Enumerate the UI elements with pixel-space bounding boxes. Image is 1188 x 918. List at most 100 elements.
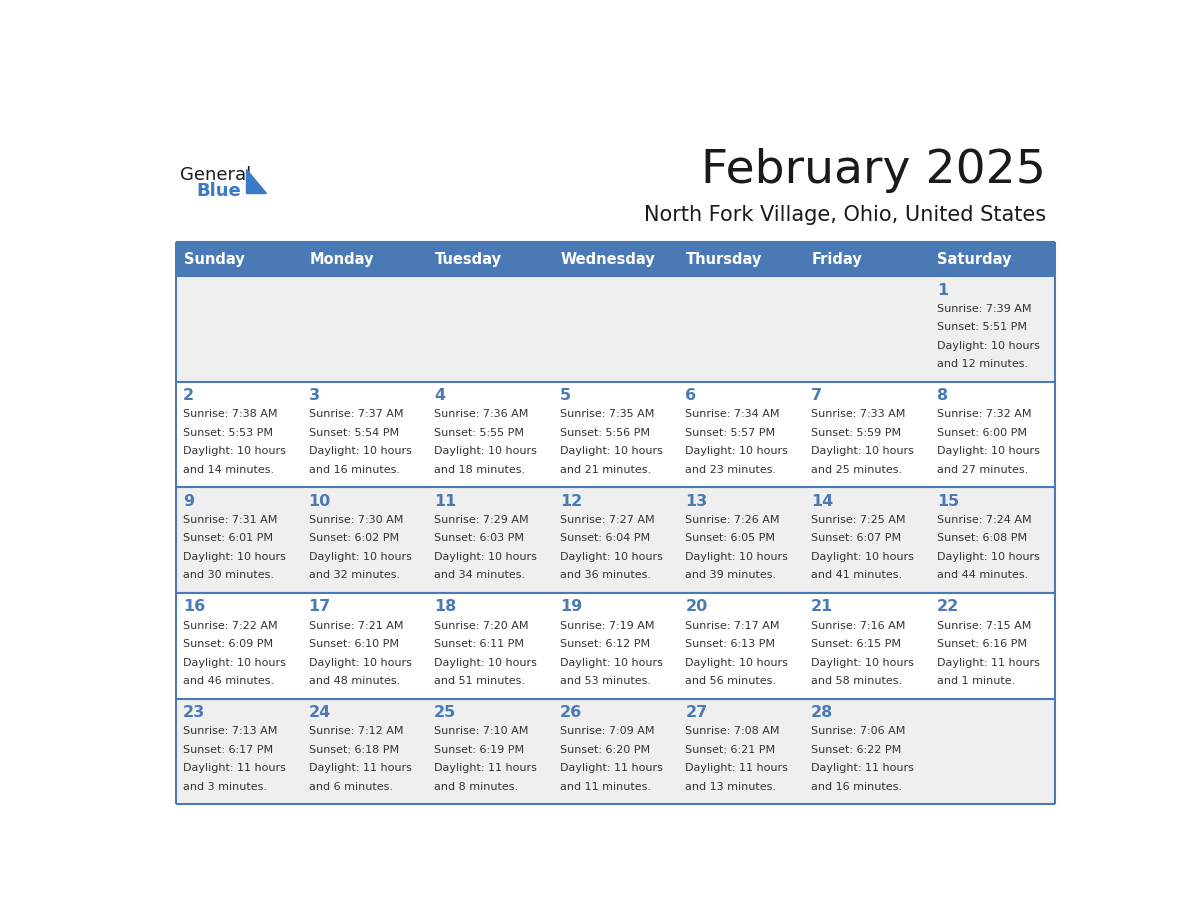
Text: and 41 minutes.: and 41 minutes. <box>811 570 902 580</box>
Text: 4: 4 <box>435 388 446 403</box>
FancyBboxPatch shape <box>678 699 804 804</box>
Text: and 23 minutes.: and 23 minutes. <box>685 465 777 475</box>
FancyBboxPatch shape <box>176 276 302 382</box>
Text: and 21 minutes.: and 21 minutes. <box>560 465 651 475</box>
Text: Sunset: 6:17 PM: Sunset: 6:17 PM <box>183 744 273 755</box>
Text: Daylight: 11 hours: Daylight: 11 hours <box>811 763 914 773</box>
Text: and 8 minutes.: and 8 minutes. <box>435 781 518 791</box>
Text: Sunrise: 7:25 AM: Sunrise: 7:25 AM <box>811 515 905 525</box>
Text: 20: 20 <box>685 599 708 614</box>
Text: Daylight: 10 hours: Daylight: 10 hours <box>435 552 537 562</box>
FancyBboxPatch shape <box>678 242 804 276</box>
Text: Daylight: 10 hours: Daylight: 10 hours <box>560 552 663 562</box>
Text: and 44 minutes.: and 44 minutes. <box>936 570 1028 580</box>
Text: 14: 14 <box>811 494 833 509</box>
Text: Sunset: 5:54 PM: Sunset: 5:54 PM <box>309 428 399 438</box>
Text: Sunrise: 7:24 AM: Sunrise: 7:24 AM <box>936 515 1031 525</box>
Text: and 16 minutes.: and 16 minutes. <box>811 781 902 791</box>
Text: Sunset: 6:10 PM: Sunset: 6:10 PM <box>309 639 399 649</box>
Text: 7: 7 <box>811 388 822 403</box>
Text: and 16 minutes.: and 16 minutes. <box>309 465 399 475</box>
Text: Daylight: 10 hours: Daylight: 10 hours <box>309 446 411 456</box>
FancyBboxPatch shape <box>930 276 1055 382</box>
Text: and 12 minutes.: and 12 minutes. <box>936 359 1028 369</box>
Text: and 51 minutes.: and 51 minutes. <box>435 676 525 686</box>
Text: Sunrise: 7:15 AM: Sunrise: 7:15 AM <box>936 621 1031 631</box>
FancyBboxPatch shape <box>552 487 678 593</box>
Text: Sunday: Sunday <box>184 252 245 267</box>
Text: Daylight: 10 hours: Daylight: 10 hours <box>309 657 411 667</box>
Text: Sunset: 6:01 PM: Sunset: 6:01 PM <box>183 533 273 543</box>
FancyBboxPatch shape <box>176 382 302 487</box>
Text: Tuesday: Tuesday <box>435 252 501 267</box>
Text: Sunset: 6:03 PM: Sunset: 6:03 PM <box>435 533 524 543</box>
FancyBboxPatch shape <box>930 593 1055 699</box>
Text: Sunrise: 7:12 AM: Sunrise: 7:12 AM <box>309 726 403 736</box>
Text: Blue: Blue <box>196 182 241 200</box>
FancyBboxPatch shape <box>302 487 428 593</box>
Text: Sunrise: 7:31 AM: Sunrise: 7:31 AM <box>183 515 278 525</box>
Text: Sunrise: 7:34 AM: Sunrise: 7:34 AM <box>685 409 781 420</box>
Text: 22: 22 <box>936 599 959 614</box>
Text: Sunrise: 7:21 AM: Sunrise: 7:21 AM <box>309 621 403 631</box>
Text: 11: 11 <box>435 494 456 509</box>
FancyBboxPatch shape <box>930 487 1055 593</box>
FancyBboxPatch shape <box>552 242 678 276</box>
Text: Daylight: 11 hours: Daylight: 11 hours <box>435 763 537 773</box>
Text: Daylight: 10 hours: Daylight: 10 hours <box>183 552 286 562</box>
Text: Daylight: 11 hours: Daylight: 11 hours <box>936 657 1040 667</box>
Text: and 32 minutes.: and 32 minutes. <box>309 570 400 580</box>
FancyBboxPatch shape <box>930 382 1055 487</box>
Text: Daylight: 10 hours: Daylight: 10 hours <box>435 446 537 456</box>
Text: 10: 10 <box>309 494 331 509</box>
Text: 15: 15 <box>936 494 959 509</box>
Text: 17: 17 <box>309 599 331 614</box>
FancyBboxPatch shape <box>930 699 1055 804</box>
Text: Friday: Friday <box>811 252 862 267</box>
Text: and 48 minutes.: and 48 minutes. <box>309 676 400 686</box>
Text: 16: 16 <box>183 599 206 614</box>
Text: Daylight: 10 hours: Daylight: 10 hours <box>183 657 286 667</box>
FancyBboxPatch shape <box>176 699 302 804</box>
Text: Sunset: 6:19 PM: Sunset: 6:19 PM <box>435 744 524 755</box>
Text: and 56 minutes.: and 56 minutes. <box>685 676 777 686</box>
Text: Daylight: 10 hours: Daylight: 10 hours <box>685 657 789 667</box>
FancyBboxPatch shape <box>302 699 428 804</box>
Text: and 3 minutes.: and 3 minutes. <box>183 781 267 791</box>
Text: Daylight: 11 hours: Daylight: 11 hours <box>309 763 411 773</box>
Text: Daylight: 10 hours: Daylight: 10 hours <box>560 446 663 456</box>
Text: 3: 3 <box>309 388 320 403</box>
Text: Sunrise: 7:10 AM: Sunrise: 7:10 AM <box>435 726 529 736</box>
Text: Sunrise: 7:09 AM: Sunrise: 7:09 AM <box>560 726 655 736</box>
Text: Sunrise: 7:38 AM: Sunrise: 7:38 AM <box>183 409 278 420</box>
FancyBboxPatch shape <box>804 242 930 276</box>
Text: 23: 23 <box>183 705 206 720</box>
Text: Daylight: 11 hours: Daylight: 11 hours <box>560 763 663 773</box>
Text: North Fork Village, Ohio, United States: North Fork Village, Ohio, United States <box>644 205 1047 225</box>
Text: Sunrise: 7:35 AM: Sunrise: 7:35 AM <box>560 409 655 420</box>
Text: 8: 8 <box>936 388 948 403</box>
Text: Sunset: 6:12 PM: Sunset: 6:12 PM <box>560 639 650 649</box>
Text: General: General <box>179 166 251 185</box>
Text: and 18 minutes.: and 18 minutes. <box>435 465 525 475</box>
Text: Sunrise: 7:29 AM: Sunrise: 7:29 AM <box>435 515 529 525</box>
Text: Sunset: 5:55 PM: Sunset: 5:55 PM <box>435 428 524 438</box>
Text: Daylight: 10 hours: Daylight: 10 hours <box>685 446 789 456</box>
Text: 9: 9 <box>183 494 194 509</box>
Text: Sunset: 5:51 PM: Sunset: 5:51 PM <box>936 322 1026 332</box>
Text: Sunrise: 7:39 AM: Sunrise: 7:39 AM <box>936 304 1031 314</box>
Text: Daylight: 10 hours: Daylight: 10 hours <box>183 446 286 456</box>
Text: Wednesday: Wednesday <box>561 252 656 267</box>
Text: 5: 5 <box>560 388 571 403</box>
Text: and 36 minutes.: and 36 minutes. <box>560 570 651 580</box>
Polygon shape <box>246 169 266 193</box>
Text: and 14 minutes.: and 14 minutes. <box>183 465 274 475</box>
Text: 18: 18 <box>435 599 456 614</box>
Text: 21: 21 <box>811 599 833 614</box>
FancyBboxPatch shape <box>176 242 302 276</box>
Text: and 39 minutes.: and 39 minutes. <box>685 570 777 580</box>
Text: Sunset: 6:21 PM: Sunset: 6:21 PM <box>685 744 776 755</box>
Text: Sunrise: 7:27 AM: Sunrise: 7:27 AM <box>560 515 655 525</box>
Text: Sunset: 6:02 PM: Sunset: 6:02 PM <box>309 533 399 543</box>
Text: Daylight: 10 hours: Daylight: 10 hours <box>560 657 663 667</box>
